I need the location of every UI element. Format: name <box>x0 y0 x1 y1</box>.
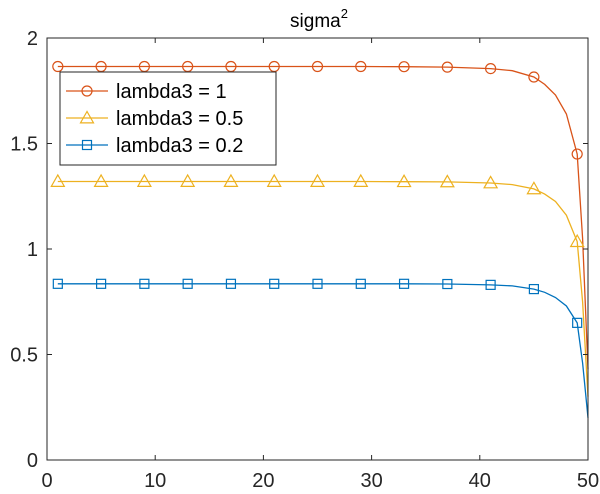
series-line <box>57 283 589 418</box>
data-point-marker <box>355 278 366 289</box>
x-tick-label: 10 <box>144 470 166 492</box>
data-point-marker <box>483 175 499 189</box>
x-tick-label: 20 <box>252 470 274 492</box>
data-point-marker <box>182 60 194 73</box>
data-point-marker <box>311 60 324 73</box>
data-point-marker <box>442 278 453 290</box>
data-point-marker <box>526 181 542 195</box>
chart-title: sigma2 <box>290 6 348 32</box>
data-point-marker <box>569 233 585 248</box>
series-3 <box>52 278 589 418</box>
data-point-marker <box>52 60 64 73</box>
data-point-marker <box>52 278 63 289</box>
data-point-marker <box>571 148 583 160</box>
data-point-marker <box>572 317 583 328</box>
data-point-marker <box>95 60 107 73</box>
x-tick-label: 50 <box>577 470 599 492</box>
data-point-marker <box>355 60 367 73</box>
axes: 0 10 20 30 40 50 0 0.5 1 1.5 2 <box>10 28 599 492</box>
data-point-marker <box>353 173 369 187</box>
data-point-marker <box>268 60 280 73</box>
y-tick-label: 1.5 <box>10 134 38 156</box>
data-point-marker <box>528 71 540 83</box>
chart-title-base: sigma <box>290 11 341 32</box>
legend-marker <box>79 110 95 124</box>
legend-entry: lambda3 = 0.2 <box>66 135 243 157</box>
data-point-marker <box>309 173 326 187</box>
data-point-marker <box>139 278 150 289</box>
series-line <box>57 65 589 370</box>
data-point-marker <box>485 62 497 75</box>
plot-area <box>50 60 589 418</box>
legend-marker <box>81 85 93 97</box>
legend-entry: lambda3 = 0.5 <box>66 108 243 130</box>
data-point-marker <box>439 174 455 188</box>
data-point-marker <box>266 173 282 187</box>
x-tick-label: 30 <box>360 470 382 492</box>
legend: lambda3 = 1 lambda3 = 0.5 lambda3 = 0.2 <box>59 71 277 166</box>
data-point-marker <box>485 279 496 290</box>
data-point-marker <box>223 173 239 187</box>
legend-entry: lambda3 = 1 <box>66 81 227 103</box>
legend-marker <box>81 139 93 151</box>
x-tick-label: 0 <box>41 470 52 492</box>
data-point-marker <box>398 278 410 289</box>
data-point-marker <box>528 283 540 295</box>
y-tick-label: 1 <box>27 239 38 261</box>
data-point-marker <box>312 278 323 289</box>
series-2 <box>50 173 589 397</box>
data-point-marker <box>93 173 109 187</box>
data-point-marker <box>182 278 193 289</box>
data-point-marker <box>269 278 280 289</box>
data-point-marker <box>225 60 237 73</box>
y-tick-label: 2 <box>27 28 38 50</box>
data-point-marker <box>138 60 150 73</box>
data-point-marker <box>180 173 196 187</box>
y-tick-label: 0 <box>27 450 38 472</box>
x-tick-label: 40 <box>469 470 491 492</box>
legend-label: lambda3 = 0.5 <box>116 108 243 130</box>
series-line <box>57 180 589 397</box>
data-point-marker <box>225 278 237 289</box>
chart-title-superscript: 2 <box>341 6 348 21</box>
data-point-marker <box>136 173 152 187</box>
data-point-marker <box>441 61 453 73</box>
data-point-marker <box>398 61 410 73</box>
y-tick-label: 0.5 <box>10 345 38 367</box>
series-1 <box>52 60 589 370</box>
data-point-marker <box>95 278 107 289</box>
legend-label: lambda3 = 0.2 <box>116 135 243 157</box>
data-point-marker <box>50 173 66 187</box>
data-point-marker <box>396 173 412 188</box>
legend-label: lambda3 = 1 <box>116 81 227 103</box>
